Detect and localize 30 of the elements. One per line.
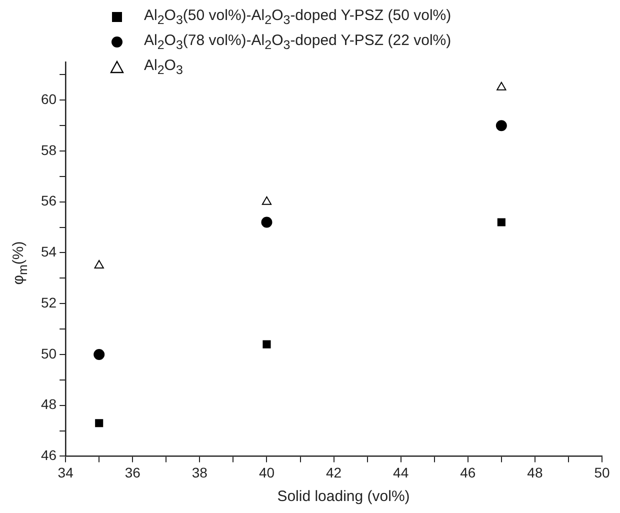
- y-tick-label: 56: [40, 192, 57, 209]
- x-tick-label: 46: [460, 464, 476, 480]
- y-tick-label: 60: [40, 91, 57, 108]
- text: Al$_{2}$O$_{3}$(78 vol%)-Al$_{2}$O$_{3}$-doped Y-PSZ (22 vol%): [144, 32, 452, 52]
- point: [262, 340, 271, 348]
- x-tick-label: 48: [527, 464, 543, 480]
- point: [262, 196, 272, 205]
- text: Al$_{2}$O$_{3}$(50 vol%)-Al$_{2}$O$_{3}$-doped Y-PSZ (50 vol%): [144, 6, 452, 26]
- x-tick-label: 50: [594, 464, 610, 480]
- y-tick-label: 50: [40, 345, 57, 362]
- point: [497, 218, 506, 226]
- x-axis-title: Solid loading (vol%): [276, 488, 411, 505]
- legend-label: Al$_{2}$O$_{3}$: [144, 56, 183, 76]
- y-tick-label: 46: [40, 447, 57, 464]
- x-tick-label: 36: [124, 464, 141, 480]
- point: [95, 419, 104, 428]
- x-tick-label: 42: [326, 464, 342, 480]
- x-tick-label: 44: [393, 464, 409, 480]
- point: [94, 348, 105, 360]
- point: [261, 216, 272, 228]
- point: [496, 120, 507, 132]
- point: [94, 260, 104, 268]
- x-tick-label: 40: [258, 464, 275, 480]
- y-tick-label: 58: [40, 142, 57, 158]
- y-tick-label: 48: [40, 396, 57, 412]
- x-tick-label: 34: [58, 464, 74, 480]
- x-tick-label: 38: [192, 464, 208, 480]
- y-tick-label: 52: [40, 294, 57, 310]
- point: [496, 82, 506, 90]
- y-tick-label: 54: [40, 244, 57, 260]
